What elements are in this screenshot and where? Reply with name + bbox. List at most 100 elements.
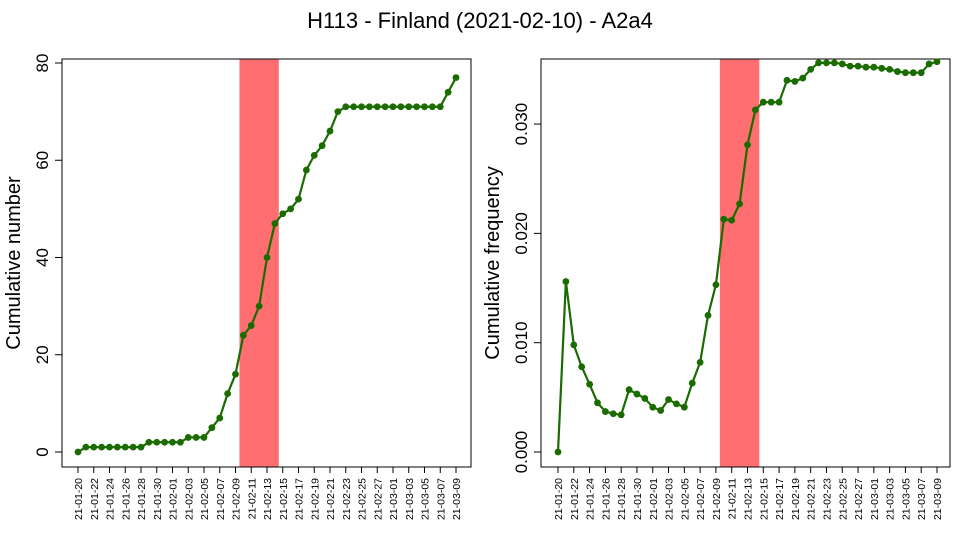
data-point bbox=[704, 311, 712, 319]
data-point bbox=[657, 407, 665, 414]
data-point bbox=[870, 63, 878, 71]
x-tick-label: 21-02-27 bbox=[372, 478, 384, 520]
data-point bbox=[295, 195, 302, 203]
y-tick-label: 0 bbox=[33, 447, 52, 456]
x-tick-label: 21-02-23 bbox=[341, 478, 353, 520]
x-tick-label: 21-01-28 bbox=[136, 478, 148, 520]
data-point bbox=[878, 64, 886, 72]
y-tick-label: 20 bbox=[33, 345, 52, 364]
data-point bbox=[633, 390, 641, 398]
data-point bbox=[696, 358, 704, 366]
x-tick-label: 21-02-11 bbox=[727, 478, 739, 519]
x-tick-label: 21-02-25 bbox=[357, 478, 369, 520]
y-tick-label: 0.010 bbox=[512, 321, 531, 364]
data-point bbox=[255, 302, 263, 310]
data-point bbox=[712, 281, 720, 289]
data-point bbox=[823, 59, 830, 67]
x-tick-label: 21-03-01 bbox=[388, 478, 400, 520]
data-point bbox=[791, 78, 799, 85]
data-point bbox=[570, 341, 578, 349]
data-point bbox=[358, 103, 365, 111]
x-tick-label: 21-02-05 bbox=[679, 478, 691, 520]
data-point bbox=[176, 438, 184, 446]
data-point bbox=[365, 103, 373, 111]
data-point bbox=[601, 408, 609, 415]
x-tick-label: 21-01-26 bbox=[120, 478, 132, 520]
data-point bbox=[783, 76, 791, 84]
x-tick-label: 21-02-19 bbox=[309, 478, 321, 520]
x-tick-label: 21-02-17 bbox=[294, 478, 306, 520]
data-point bbox=[586, 380, 593, 388]
data-point bbox=[854, 62, 862, 70]
x-tick-label: 21-02-03 bbox=[183, 478, 195, 520]
x-tick-label: 21-02-07 bbox=[695, 478, 707, 520]
data-point bbox=[680, 403, 688, 411]
data-point bbox=[902, 69, 909, 77]
x-tick-label: 21-03-05 bbox=[420, 478, 432, 520]
data-point bbox=[113, 443, 121, 451]
data-point bbox=[933, 58, 941, 66]
x-tick-label: 21-02-25 bbox=[837, 478, 849, 520]
y-tick-label: 80 bbox=[33, 54, 52, 73]
data-point bbox=[799, 74, 807, 82]
data-point bbox=[413, 103, 421, 111]
data-point bbox=[334, 108, 342, 116]
x-tick-label: 21-02-11 bbox=[246, 478, 258, 519]
y-tick-label: 0.030 bbox=[512, 103, 531, 146]
highlight-region bbox=[719, 59, 760, 467]
x-tick-label: 21-02-13 bbox=[262, 478, 274, 520]
x-tick-label: 21-01-20 bbox=[553, 478, 565, 520]
data-point bbox=[641, 395, 649, 402]
data-point bbox=[617, 411, 625, 419]
x-tick-label: 21-03-09 bbox=[932, 478, 944, 520]
data-point bbox=[886, 65, 894, 73]
data-point bbox=[846, 62, 854, 70]
chart-title: H113 - Finland (2021-02-10) - A2a4 bbox=[307, 8, 653, 33]
data-point bbox=[578, 363, 586, 371]
data-point bbox=[830, 59, 838, 67]
x-tick-label: 21-03-07 bbox=[435, 478, 447, 520]
data-point bbox=[326, 127, 334, 135]
x-tick-label: 21-01-22 bbox=[89, 478, 101, 520]
data-point bbox=[649, 403, 657, 411]
x-tick-label: 21-02-15 bbox=[758, 478, 770, 520]
y-axis-label: Cumulative number bbox=[3, 176, 25, 350]
data-point bbox=[838, 60, 846, 68]
data-point bbox=[405, 103, 413, 111]
x-tick-label: 21-02-03 bbox=[664, 478, 676, 520]
data-point bbox=[169, 438, 176, 446]
x-tick-label: 21-02-15 bbox=[278, 478, 290, 520]
data-point bbox=[751, 106, 759, 114]
data-point bbox=[232, 370, 239, 378]
x-tick-label: 21-02-23 bbox=[821, 478, 833, 520]
x-tick-label: 21-01-30 bbox=[632, 478, 644, 520]
data-point bbox=[807, 65, 815, 73]
y-axis-label: Cumulative frequency bbox=[482, 166, 504, 359]
data-point bbox=[216, 414, 224, 422]
x-tick-label: 21-01-20 bbox=[73, 478, 85, 520]
data-point bbox=[428, 103, 436, 111]
data-point bbox=[74, 448, 82, 456]
data-point bbox=[917, 69, 925, 77]
x-tick-label: 21-02-21 bbox=[806, 478, 818, 520]
data-point bbox=[925, 60, 933, 68]
data-point bbox=[271, 220, 279, 227]
x-tick-label: 21-02-07 bbox=[215, 478, 227, 520]
x-tick-label: 21-02-01 bbox=[648, 478, 660, 520]
data-point bbox=[594, 399, 601, 407]
x-tick-label: 21-02-05 bbox=[199, 478, 211, 520]
y-tick-label: 60 bbox=[33, 151, 52, 170]
data-point bbox=[121, 443, 129, 451]
data-point bbox=[145, 438, 153, 446]
data-point bbox=[137, 443, 145, 451]
x-tick-label: 21-03-07 bbox=[916, 478, 928, 520]
x-tick-label: 21-02-13 bbox=[743, 478, 755, 520]
right-panel-cumulative-frequency: 0.000 0.010 0.020 0.030 Cumulative frequency… bbox=[482, 58, 951, 520]
data-point bbox=[342, 103, 350, 111]
data-point bbox=[200, 434, 208, 441]
x-tick-label: 21-01-30 bbox=[152, 478, 164, 520]
x-tick-label: 21-02-01 bbox=[168, 478, 180, 520]
data-point bbox=[208, 424, 216, 432]
left-panel-cumulative-number: 0 20 40 60 80 Cumulative number 21-01-20 21-01-… bbox=[3, 54, 472, 520]
